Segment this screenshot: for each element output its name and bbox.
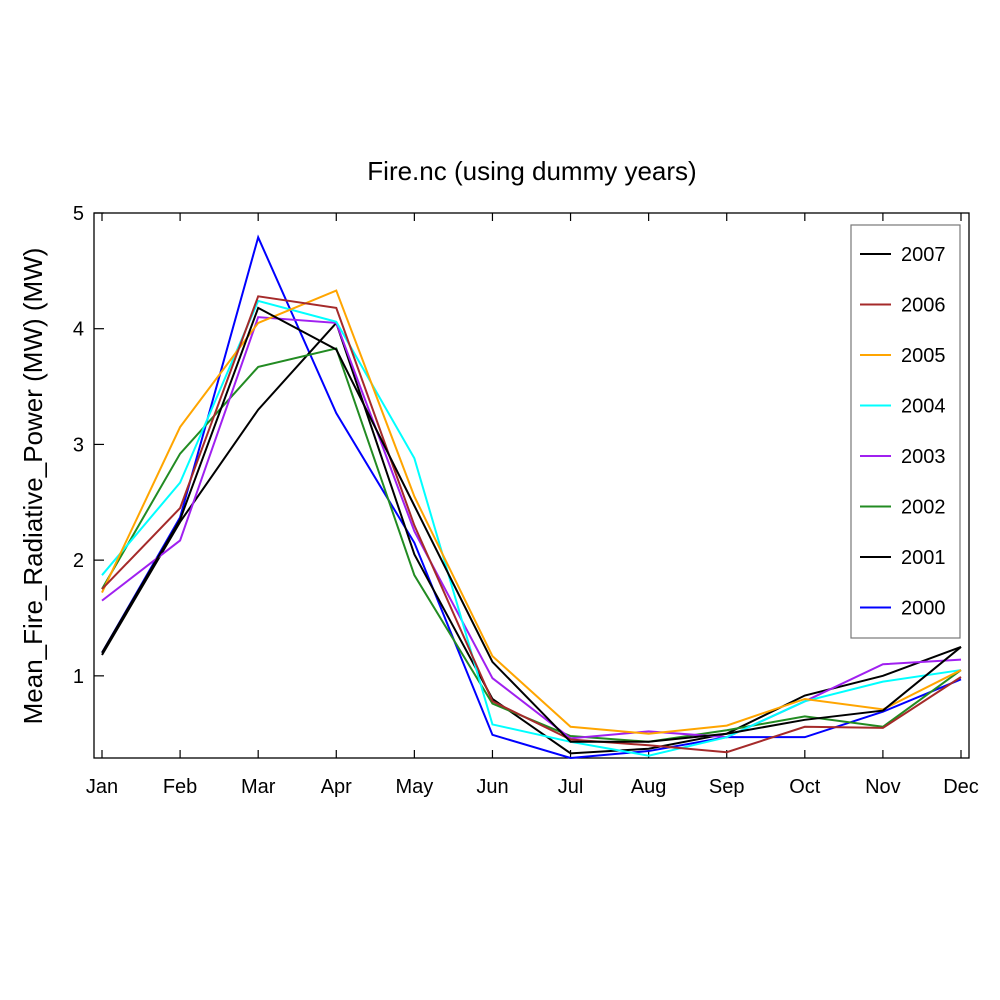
legend-label-2006: 2006 <box>901 295 946 317</box>
x-tick-label: Apr <box>321 776 352 798</box>
legend-label-2004: 2004 <box>901 396 946 418</box>
y-tick-label: 3 <box>73 434 84 456</box>
x-tick-label: May <box>395 776 433 798</box>
x-tick-label: Sep <box>709 776 745 798</box>
series-line-2000 <box>101 234 962 760</box>
y-tick-label: 1 <box>73 666 84 688</box>
y-tick-label: 5 <box>73 203 84 225</box>
series-line-2005 <box>101 289 962 735</box>
legend-label-2000: 2000 <box>901 598 946 620</box>
plot-frame <box>93 212 970 759</box>
series-line-2002 <box>101 347 962 743</box>
x-tick-label: Jul <box>558 776 584 798</box>
x-tick-label: Dec <box>943 776 979 798</box>
series-line-2001 <box>101 320 962 755</box>
legend-label-2003: 2003 <box>901 446 946 468</box>
y-axis-label: Mean_Fire_Radiative_Power (MW) (MW) <box>18 248 48 725</box>
y-tick-label: 4 <box>73 319 84 341</box>
legend-box <box>850 224 961 639</box>
legend-label-2007: 2007 <box>901 244 946 266</box>
x-tick-label: Mar <box>241 776 276 798</box>
x-tick-label: Nov <box>865 776 901 798</box>
legend-label-2002: 2002 <box>901 497 946 519</box>
legend: 2007 2006 2005 2004 2003 2002 2001 2000 <box>850 224 961 639</box>
x-tick-label: Aug <box>631 776 667 798</box>
x-tick-label: Jun <box>476 776 508 798</box>
series-line-2006 <box>101 295 962 754</box>
x-tick-label: Feb <box>163 776 197 798</box>
series-line-2003 <box>101 316 962 740</box>
legend-label-2005: 2005 <box>901 345 946 367</box>
x-tick-label: Oct <box>789 776 821 798</box>
y-tick-label: 2 <box>73 550 84 572</box>
x-tick-label: Jan <box>86 776 118 798</box>
series-line-2007 <box>101 306 962 743</box>
legend-label-2001: 2001 <box>901 547 946 569</box>
chart-title: Fire.nc (using dummy years) <box>367 156 696 186</box>
